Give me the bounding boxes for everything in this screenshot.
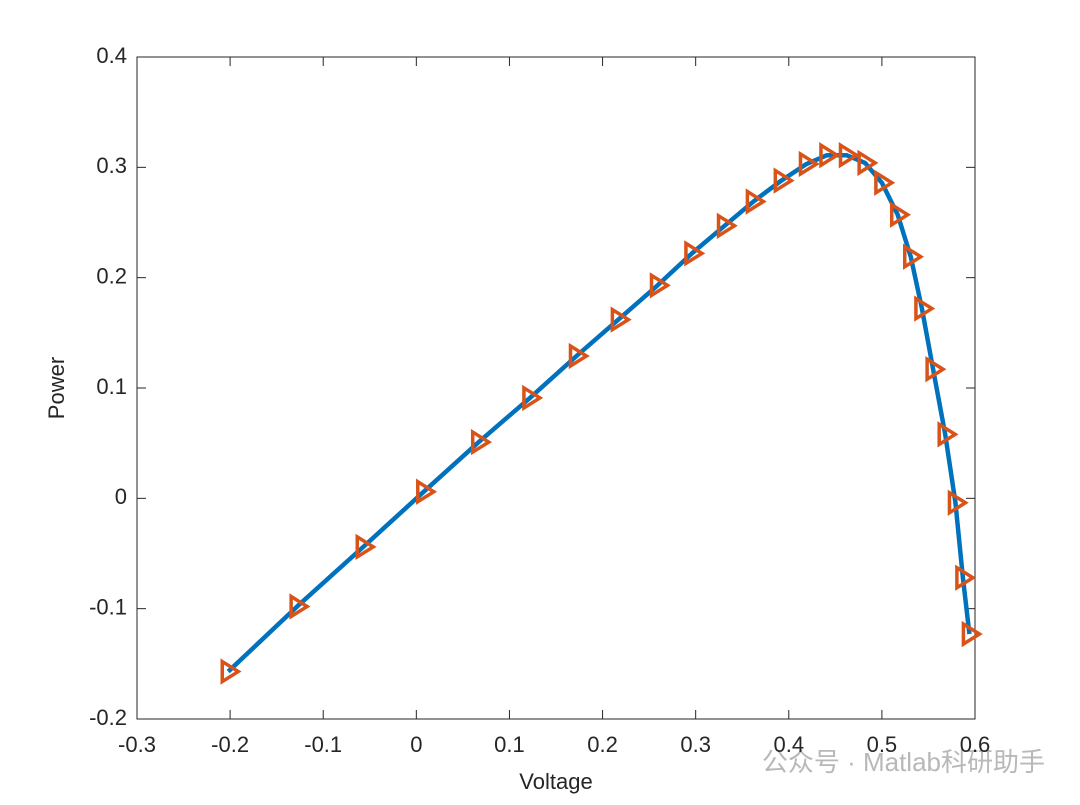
marker (914, 295, 936, 322)
marker (220, 658, 242, 685)
marker (289, 593, 311, 620)
marker (610, 306, 632, 333)
x-tick-label: 0.3 (680, 732, 711, 757)
y-tick-label: 0.2 (96, 263, 127, 288)
marker (947, 489, 969, 516)
x-tick-label: -0.2 (211, 732, 249, 757)
x-tick-label: 0.4 (773, 732, 804, 757)
marker (874, 169, 896, 196)
marker (937, 421, 959, 448)
y-tick-label: -0.1 (89, 594, 127, 619)
marker (355, 533, 377, 561)
marker (798, 150, 820, 178)
marker (470, 428, 493, 456)
watermark: 公众号 · Matlab科研助手 (762, 747, 1045, 777)
marker (716, 212, 738, 239)
plot-box (136, 56, 976, 720)
marker (955, 564, 977, 591)
y-tick-label: 0.1 (96, 374, 127, 399)
y-tick-label: 0.3 (96, 153, 127, 178)
x-tick-label: 0.2 (587, 732, 618, 757)
x-tick-label: 0.1 (494, 732, 525, 757)
x-tick-label: 0.5 (867, 732, 898, 757)
x-tick-label: -0.1 (304, 732, 342, 757)
y-axis-label: Power (44, 357, 69, 419)
marker (568, 342, 590, 370)
marker (925, 356, 947, 383)
x-tick-label: -0.3 (118, 732, 156, 757)
marker (684, 240, 706, 267)
series-line (226, 152, 972, 674)
x-axis-label: Voltage (519, 769, 592, 794)
y-tick-label: 0 (115, 484, 127, 509)
marker (889, 201, 912, 228)
marker (857, 149, 879, 177)
marker (416, 478, 438, 505)
marker (649, 272, 671, 299)
y-tick-label: -0.2 (89, 705, 127, 730)
marker (903, 243, 925, 270)
x-tick-label: 0 (410, 732, 422, 757)
y-tick-label: 0.4 (96, 43, 127, 68)
marker (961, 620, 983, 648)
marker (745, 188, 767, 215)
marker (838, 142, 860, 169)
x-tick-label: 0.6 (960, 732, 991, 757)
marker (819, 142, 841, 169)
marker (522, 384, 544, 412)
marker (773, 167, 795, 194)
